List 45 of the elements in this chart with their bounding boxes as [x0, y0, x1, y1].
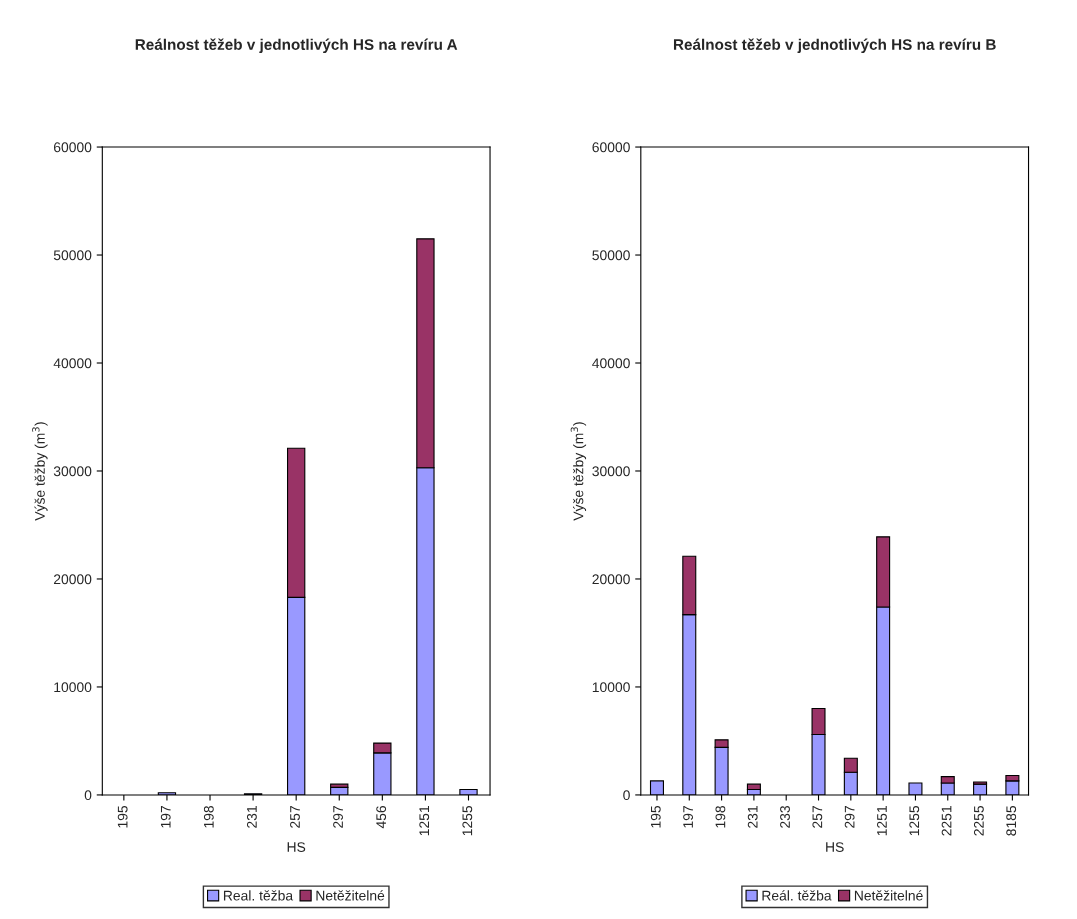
- legend-label: Netěžitelné: [316, 890, 385, 901]
- y-tick-label: 10000: [54, 682, 92, 693]
- x-tick-label: 1255: [462, 805, 473, 836]
- x-tick-label: 257: [290, 806, 300, 828]
- x-tick-label: 198: [203, 805, 214, 828]
- y-tick-label: 30000: [53, 466, 92, 477]
- x-tick-label: 8185: [1006, 805, 1017, 836]
- legend-label: Netěžitelné: [854, 890, 923, 901]
- x-tick-label: 2255: [973, 805, 984, 836]
- y-tick-label: 0: [84, 790, 92, 801]
- y-tick-label: 60000: [592, 142, 630, 153]
- x-tick-label: 195: [650, 805, 661, 828]
- y-axis-title: Výše těžby (m$^{3}$): [570, 422, 587, 521]
- x-tick-label: 2251: [941, 806, 952, 836]
- x-tick-label: 195: [117, 805, 128, 828]
- y-tick-label: 30000: [592, 466, 630, 477]
- x-axis-title: HS: [826, 842, 844, 852]
- y-tick-label: 10000: [592, 682, 630, 693]
- chart-title: Reálnost těžeb v jednotlivých HS na revíru B: [673, 38, 996, 53]
- y-tick-label: 60000: [53, 142, 92, 153]
- x-tick-label: 198: [715, 805, 726, 828]
- x-tick-label: 456: [376, 805, 387, 829]
- y-tick-label: 50000: [53, 250, 92, 261]
- y-axis-title: Výše těžby (m$^{3}$): [32, 422, 48, 521]
- x-tick-label: 297: [333, 806, 343, 828]
- x-tick-label: 257: [812, 806, 823, 828]
- y-tick-label: 20000: [53, 574, 92, 585]
- y-tick-label: 0: [623, 790, 630, 801]
- x-tick-label: 1251: [877, 806, 887, 836]
- x-tick-label: 197: [160, 806, 171, 828]
- legend-label: Real. těžba: [223, 890, 294, 901]
- x-tick-label: 1255: [909, 805, 920, 836]
- x-tick-label: 233: [780, 805, 790, 828]
- y-tick-label: 50000: [592, 250, 630, 261]
- x-tick-label: 297: [844, 806, 855, 828]
- y-tick-label: 20000: [592, 574, 630, 585]
- x-tick-label: 231: [246, 806, 257, 828]
- y-tick-label: 40000: [53, 358, 92, 369]
- x-tick-label: 1251: [419, 806, 430, 836]
- chart-title: Reálnost těžeb v jednotlivých HS na revíru A: [135, 38, 458, 53]
- y-tick-label: 40000: [592, 358, 630, 369]
- x-tick-label: 197: [683, 806, 694, 828]
- x-axis-title: HS: [287, 842, 306, 852]
- legend-label: Reál. těžba: [762, 890, 832, 901]
- x-tick-label: 231: [747, 806, 758, 828]
